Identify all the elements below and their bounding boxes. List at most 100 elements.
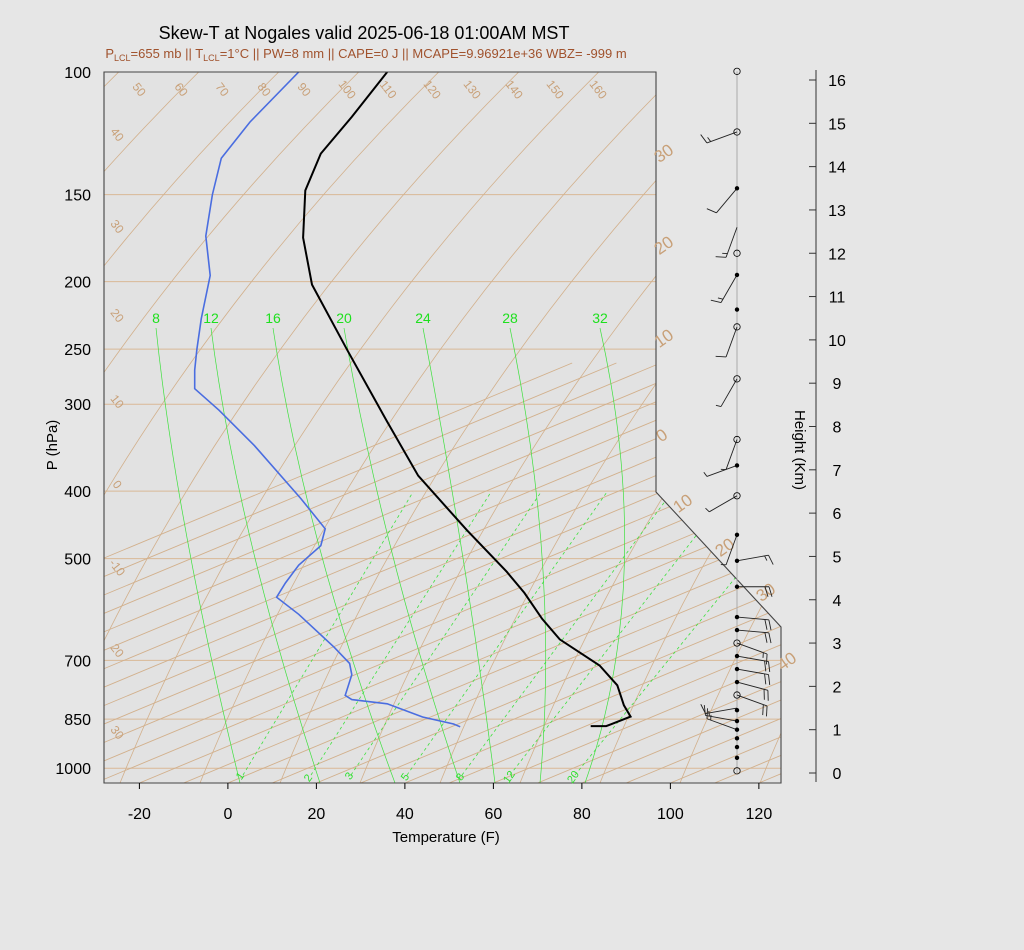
wind-barb-shaft — [709, 495, 738, 513]
wind-barb-flag — [764, 586, 769, 597]
wind-level-dot — [734, 736, 740, 741]
wind-barb-flag — [768, 586, 773, 597]
pressure-tick-label: 850 — [64, 712, 91, 729]
plot-area — [104, 72, 781, 783]
dry-adiabat-line — [104, 72, 561, 783]
height-tick-label: 5 — [833, 549, 842, 566]
wind-barb-flag — [768, 661, 771, 673]
wind-barb-half-flag — [717, 297, 724, 300]
isotherm-line — [183, 362, 781, 783]
wind-level-dot — [734, 532, 740, 537]
wind-level-dot — [734, 707, 740, 713]
wind-level-dot — [734, 627, 740, 633]
calm-wind-circle — [733, 639, 741, 647]
wind-level-dot — [734, 718, 740, 724]
isotherm-line — [104, 362, 573, 783]
plot-background — [104, 72, 781, 783]
mixing-ratio-line — [406, 491, 608, 776]
pressure-tick-label: 400 — [64, 484, 91, 501]
isotherm-line — [493, 362, 781, 783]
pressure-tick-label: 100 — [64, 65, 91, 82]
wind-level-dot — [734, 744, 740, 750]
height-tick-label: 9 — [833, 376, 842, 393]
mixing-ratio-line — [310, 491, 492, 776]
x-tick-label: 120 — [746, 806, 773, 823]
wind-barb-half-flag — [715, 404, 722, 408]
dry-adiabat-line — [439, 72, 781, 783]
wind-barb-shaft — [736, 616, 769, 621]
dry-adiabat-line — [104, 72, 481, 783]
x-tick-label: 0 — [223, 806, 232, 823]
height-tick-label: 16 — [828, 73, 846, 90]
wet-bulb-line — [343, 327, 461, 783]
calm-wind-circle — [733, 767, 741, 775]
tlcl-subscript: LCL — [203, 53, 220, 63]
plcl-prefix: P — [105, 46, 114, 61]
isotherm-line — [104, 362, 781, 783]
pressure-tick-label: 200 — [64, 275, 91, 292]
isotherm-line — [139, 362, 781, 783]
height-tick-label: 4 — [833, 593, 842, 610]
wind-level-dot — [734, 666, 740, 672]
wet-bulb-label: 8 — [152, 310, 160, 326]
isotherm-line — [360, 362, 781, 783]
isotherm-line — [104, 362, 781, 783]
height-tick-label: 8 — [833, 420, 842, 437]
dry-adiabat-line — [119, 72, 641, 783]
isotherm-line — [980, 363, 1024, 783]
wind-barb-shaft — [725, 326, 738, 358]
wind-barb-flag — [764, 660, 767, 672]
isotherm-line — [936, 363, 1024, 783]
dry-adiabat-line — [759, 72, 781, 783]
wind-barb-flag — [703, 705, 706, 716]
wind-level-dot — [734, 463, 740, 468]
wind-barb-flag — [700, 134, 708, 144]
wind-barb-flag — [764, 619, 768, 630]
mixing-ratio-label: 2 — [302, 772, 315, 784]
height-tick-label: 11 — [829, 290, 846, 307]
y-axis-label: P (hPa) — [44, 420, 61, 471]
x-tick-label: 100 — [657, 806, 684, 823]
wind-barb-shaft — [725, 439, 738, 470]
dry-adiabat-line — [840, 32, 1024, 783]
wind-level-dot — [734, 727, 740, 732]
height-tick-label: 12 — [828, 246, 846, 263]
isotherm-line — [104, 362, 661, 783]
wet-bulb-label: 32 — [592, 310, 608, 326]
wind-barb-shaft — [736, 629, 769, 634]
dry-adiabat-line — [920, 32, 1024, 783]
mixing-ratio-line — [242, 491, 414, 776]
x-tick-label: 40 — [396, 806, 414, 823]
wind-barb-flag — [768, 674, 771, 686]
height-axis-label: Height (Km) — [791, 410, 808, 490]
wind-level-dot — [734, 614, 740, 620]
isotherm-line — [104, 362, 781, 783]
wind-barb-shaft — [736, 694, 768, 707]
isotherm-line — [104, 362, 781, 783]
mixing-ratio-label: 1 — [234, 770, 247, 782]
wet-bulb-label: 12 — [203, 310, 219, 326]
mixing-ratio-line — [350, 491, 542, 776]
wind-level-dot — [734, 653, 740, 659]
isotherm-line — [581, 362, 781, 783]
dry-adiabat-line — [679, 72, 781, 783]
wind-barb-shaft — [720, 274, 738, 303]
wind-barb-shaft — [716, 187, 738, 214]
height-tick-label: 2 — [833, 679, 842, 696]
calm-wind-circle — [733, 492, 741, 500]
wind-profile — [700, 67, 774, 775]
wet-bulb-label: 16 — [265, 310, 281, 326]
calm-wind-circle — [733, 128, 741, 136]
wind-level-dot — [734, 558, 740, 563]
wind-level-dot — [734, 679, 740, 685]
wind-barb-flag — [766, 705, 768, 717]
wind-barb-shaft — [736, 668, 769, 676]
wet-bulb-line — [155, 327, 241, 783]
height-tick-label: 3 — [833, 636, 842, 653]
wet-bulb-label: 20 — [336, 310, 352, 326]
wind-level-dot — [734, 755, 740, 761]
wind-level-dot — [734, 186, 740, 191]
wind-barb-flag — [768, 619, 772, 631]
isotherm-line — [892, 363, 1024, 783]
